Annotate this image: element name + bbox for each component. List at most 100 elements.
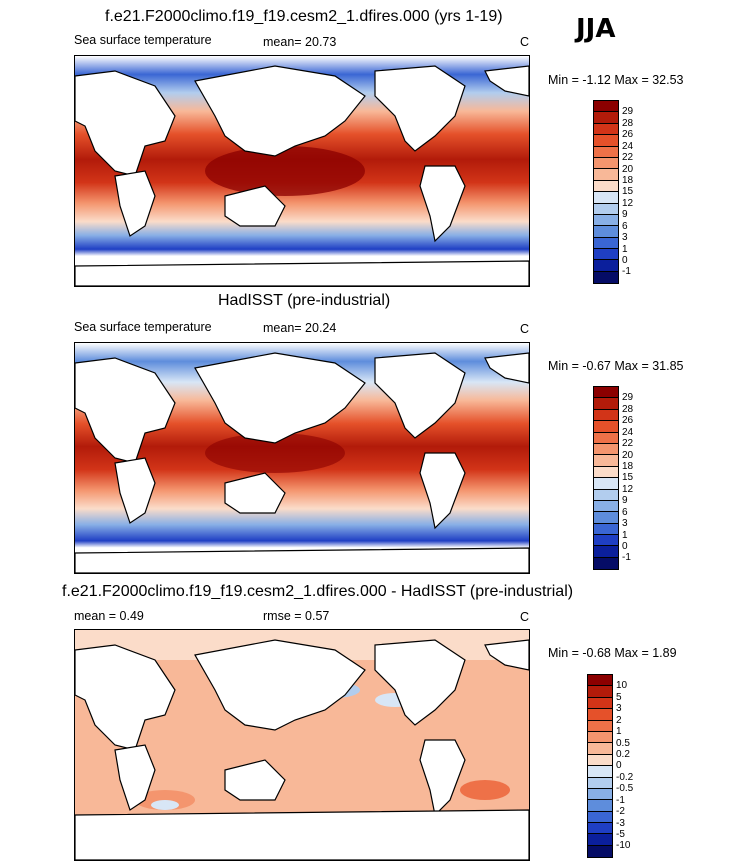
panel-2-colorbar-box <box>594 455 618 467</box>
panel-1-colorbar-box <box>594 203 618 215</box>
panel-1-coastlines <box>75 65 529 286</box>
panel-3-colorbar-tick: -10 <box>616 840 631 851</box>
panel-2-colorbar-box <box>594 466 618 479</box>
panel-2-colorbar-box <box>594 443 618 456</box>
panel-1-minmax-label: Min = -1.12 Max = 32.53 <box>548 73 684 87</box>
panel-2-map-svg <box>75 343 529 573</box>
panel-2-colorbar-tick: 20 <box>622 450 634 461</box>
panel-2-unit-label: C <box>520 322 530 336</box>
panel-3-colorbar-box <box>588 800 612 812</box>
panel-2-variable-label: Sea surface temperature <box>74 320 212 334</box>
panel-1-colorbar-box <box>594 192 618 204</box>
panel-2-colorbar-tick: -1 <box>622 552 631 563</box>
panel-3-colorbar-tick: -3 <box>616 818 625 829</box>
panel-3-colorbar-box <box>588 709 612 721</box>
panel-3-colorbar-tick: 2 <box>616 715 622 726</box>
panel-1-colorbar-tick: 15 <box>622 186 634 197</box>
panel-2-colorbar-tick: 15 <box>622 472 634 483</box>
panel-2-colorbar-tick: 18 <box>622 461 634 472</box>
panel-1-colorbar-tick: 1 <box>622 244 628 255</box>
panel-2-colorbar-tick: 22 <box>622 438 634 449</box>
panel-3-colorbar-tick: -2 <box>616 806 625 817</box>
panel-2-colorbar-box <box>594 478 618 490</box>
panel-3-colorbar-tick: 0.5 <box>616 738 630 749</box>
panel-1-colorbar-tick: 12 <box>622 198 634 209</box>
panel-2-colorbar-box <box>594 409 618 422</box>
panel-3-colorbar-tick: 0.2 <box>616 749 630 760</box>
panel-3-map-svg <box>75 630 529 860</box>
panel-1-colorbar-box <box>594 237 618 250</box>
panel-2-colorbar-tick: 24 <box>622 427 634 438</box>
panel-2-colorbar-tick: 12 <box>622 484 634 495</box>
panel-3-minmax-label: Min = -0.68 Max = 1.89 <box>548 646 677 660</box>
panel-2-colorbar-box <box>594 398 618 410</box>
panel-2-coastlines <box>75 352 529 573</box>
panel-1-colorbar-box <box>594 226 618 238</box>
panel-3-colorbar-box <box>588 845 612 858</box>
panel-1-colorbar-tick: 3 <box>622 232 628 243</box>
panel-3-colorbar-tick: -0.5 <box>616 783 634 794</box>
panel-3-unit-label: C <box>520 610 530 624</box>
panel-2-colorbar-tick: 0 <box>622 541 628 552</box>
panel-3-colorbar-box <box>588 743 612 755</box>
panel-2-colorbar-tick: 29 <box>622 392 634 403</box>
panel-3-map <box>74 629 530 861</box>
panel-2-colorbar-box <box>594 512 618 524</box>
panel-1-unit-label: C <box>520 35 530 49</box>
panel-1-colorbar <box>593 100 619 284</box>
panel-2-title: HadISST (pre-industrial) <box>218 292 391 309</box>
panel-1-colorbar-box <box>594 260 618 272</box>
panel-1-colorbar-tick: 18 <box>622 175 634 186</box>
panel-1-title: f.e21.F2000climo.f19_f19.cesm2_1.dfires.… <box>105 8 503 25</box>
panel-3-mean-label: mean = 0.49 <box>74 609 144 623</box>
season-label: JJA <box>576 14 616 44</box>
panel-1-colorbar-tick: 29 <box>622 106 634 117</box>
panel-2-mean-label: mean= 20.24 <box>263 321 337 335</box>
panel-2-map <box>74 342 530 574</box>
panel-3-colorbar-tick: 0 <box>616 760 622 771</box>
panel-1-colorbar-tick: 26 <box>622 129 634 140</box>
panel-1-colorbar-box <box>594 157 618 170</box>
panel-1-colorbar-box <box>594 123 618 136</box>
panel-3-colorbar-box <box>588 777 612 789</box>
panel-3-colorbar-tick: 3 <box>616 703 622 714</box>
panel-2-colorbar-box <box>594 489 618 501</box>
panel-2-colorbar-box <box>594 500 618 513</box>
panel-3-coastlines <box>75 639 529 860</box>
panel-2-colorbar-tick: 26 <box>622 415 634 426</box>
panel-1-mean-label: mean= 20.73 <box>263 35 337 49</box>
panel-3-title: f.e21.F2000climo.f19_f19.cesm2_1.dfires.… <box>62 583 574 600</box>
panel-1-map <box>74 55 530 287</box>
panel-3-colorbar-box <box>588 754 612 767</box>
panel-3-colorbar-tick: 1 <box>616 726 622 737</box>
panel-3-colorbar-box <box>588 697 612 710</box>
panel-3-colorbar-box <box>588 766 612 778</box>
panel-2-colorbar-box <box>594 546 618 558</box>
panel-3-colorbar-box <box>588 834 612 846</box>
panel-2-colorbar-box <box>594 557 618 570</box>
panel-1-colorbar-box <box>594 169 618 181</box>
panel-1-colorbar-box <box>594 214 618 227</box>
panel-1-colorbar-tick: -1 <box>622 266 631 277</box>
panel-1-colorbar-box <box>594 112 618 124</box>
panel-1-colorbar-box <box>594 135 618 147</box>
panel-2-colorbar-box <box>594 432 618 444</box>
panel-1-colorbar-box <box>594 271 618 284</box>
panel-3-colorbar-box <box>588 788 612 801</box>
panel-2-colorbar <box>593 386 619 570</box>
panel-3-colorbar-tick: 5 <box>616 692 622 703</box>
panel-3-colorbar-box <box>588 720 612 732</box>
panel-2-colorbar-box <box>594 421 618 433</box>
panel-1-colorbar-tick: 0 <box>622 255 628 266</box>
panel-3-colorbar-box <box>588 823 612 835</box>
panel-1-colorbar-tick: 20 <box>622 164 634 175</box>
panel-1-colorbar-box <box>594 180 618 193</box>
panel-3-colorbar-tick: -1 <box>616 795 625 806</box>
panel-3-rmse-label: rmse = 0.57 <box>263 609 330 623</box>
panel-1-colorbar-tick: 22 <box>622 152 634 163</box>
panel-3-colorbar-box <box>588 675 612 687</box>
panel-2-minmax-label: Min = -0.67 Max = 31.85 <box>548 359 684 373</box>
panel-3-colorbar-tick: -5 <box>616 829 625 840</box>
panel-1-colorbar-box <box>594 146 618 158</box>
panel-1-colorbar-box <box>594 101 618 113</box>
